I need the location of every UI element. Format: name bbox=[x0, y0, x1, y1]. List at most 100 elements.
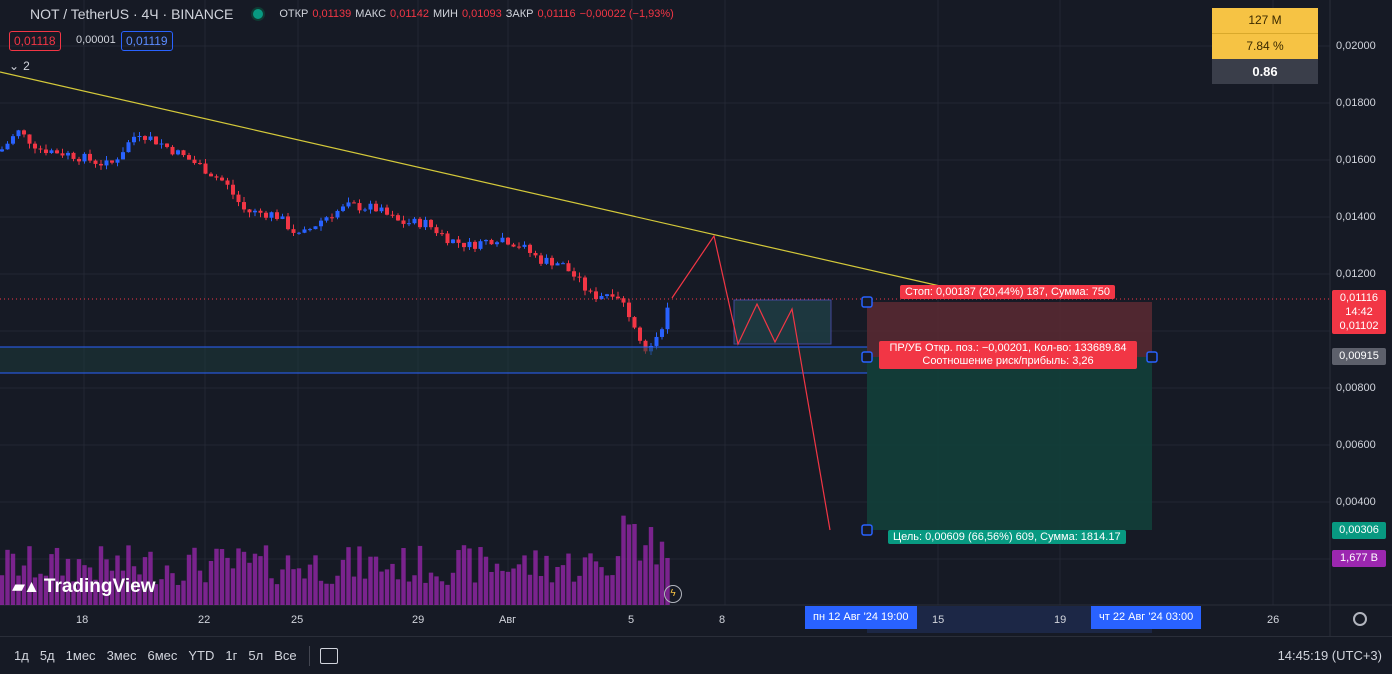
price-axis[interactable]: 0,02000 0,01800 0,01600 0,01400 0,01200 … bbox=[1330, 0, 1392, 605]
volume-bar bbox=[401, 548, 406, 605]
candle-body bbox=[418, 218, 422, 228]
volume-bar bbox=[16, 575, 21, 605]
volume-bar bbox=[65, 558, 71, 605]
volume-bar bbox=[214, 548, 219, 605]
candle-body bbox=[231, 184, 235, 195]
volume-bar bbox=[318, 580, 324, 605]
candle-body bbox=[462, 242, 466, 248]
volume-bar bbox=[236, 548, 241, 605]
candle-body bbox=[49, 150, 54, 154]
time-tick: 26 bbox=[1267, 614, 1280, 626]
volume-bar bbox=[555, 566, 560, 605]
volume-bar bbox=[159, 579, 164, 605]
candle-body bbox=[27, 134, 32, 144]
candle-body bbox=[198, 163, 202, 165]
current-price: 0,01116 bbox=[1339, 292, 1379, 304]
volume-bar bbox=[120, 570, 126, 605]
tf-3m[interactable]: 3мес bbox=[106, 648, 137, 663]
volume-bar bbox=[148, 551, 153, 605]
candle-body bbox=[484, 239, 488, 242]
volume-bar bbox=[527, 574, 533, 605]
price-tick: 0,01800 bbox=[1336, 97, 1376, 109]
ohlc-values: ОТКР 0,01139 МАКС 0,01142 МИН 0,01093 ЗА… bbox=[279, 8, 674, 20]
bottom-toolbar: 1д 5д 1мес 3мес 6мес YTD 1г 5л Все 14:45… bbox=[0, 636, 1392, 674]
volume-bar bbox=[346, 547, 351, 605]
candle-body bbox=[577, 276, 582, 278]
volume-bar bbox=[549, 582, 555, 605]
logo-text: TradingView bbox=[43, 576, 156, 597]
volume-bar bbox=[126, 545, 131, 605]
timeframe-selector: 1д 5д 1мес 3мес 6мес YTD 1г 5л Все bbox=[14, 648, 297, 663]
clock-display[interactable]: 14:45:19 (UTC+3) bbox=[1277, 648, 1382, 663]
volume-bar bbox=[560, 565, 566, 605]
price-tick: 0,01600 bbox=[1336, 154, 1376, 166]
volume-bar bbox=[544, 555, 549, 605]
market-status-icon[interactable] bbox=[251, 7, 266, 21]
candle-body bbox=[478, 241, 483, 249]
volume-bar bbox=[208, 560, 214, 605]
entry-price-tag: 0,00915 bbox=[1332, 348, 1386, 365]
candle-body bbox=[291, 229, 296, 233]
current-price-tag: 0,01116 14:42 0,01102 bbox=[1332, 290, 1386, 334]
candle-body bbox=[627, 302, 631, 318]
candle-body bbox=[126, 142, 131, 153]
volume-bar bbox=[225, 557, 230, 605]
tf-1y[interactable]: 1г bbox=[225, 648, 238, 663]
candle-body bbox=[253, 210, 257, 213]
candle-body bbox=[275, 212, 279, 219]
price-tick: 0,00600 bbox=[1336, 439, 1376, 451]
candle-body bbox=[654, 336, 659, 346]
candle-body bbox=[352, 202, 356, 204]
stats-widget: 127 M 7.84 % 0.86 bbox=[1212, 8, 1318, 84]
candle-body bbox=[346, 202, 351, 207]
stop-label[interactable]: Стоп: 0,00187 (20,44%) 187, Сумма: 750 bbox=[900, 285, 1116, 299]
candle-body bbox=[264, 212, 268, 218]
candle-body bbox=[308, 229, 312, 231]
candle-body bbox=[500, 237, 505, 243]
position-info-label[interactable]: ПР/УБ Откр. поз.: −0,00201, Кол-во: 1336… bbox=[879, 341, 1137, 369]
tf-5y[interactable]: 5л bbox=[248, 648, 264, 663]
candle-body bbox=[269, 212, 274, 218]
time-axis[interactable]: 18 22 25 29 Авг 5 8 15 19 26 пн 12 Авг '… bbox=[0, 606, 1392, 634]
tf-1m[interactable]: 1мес bbox=[65, 648, 96, 663]
buy-price-button[interactable]: 0,01119 bbox=[121, 31, 173, 51]
volume-bar bbox=[643, 545, 648, 605]
tf-6m[interactable]: 6мес bbox=[147, 648, 178, 663]
risk-reward: Соотношение риск/прибыль: 3,26 bbox=[922, 355, 1094, 367]
volume-bar bbox=[307, 564, 313, 605]
candle-body bbox=[165, 143, 169, 147]
volume-bar bbox=[181, 580, 186, 605]
candle-body bbox=[110, 160, 114, 163]
volume-bar bbox=[329, 583, 335, 605]
range-start-tag: пн 12 Авг '24 19:00 bbox=[805, 606, 917, 629]
candle-body bbox=[154, 136, 158, 145]
calendar-icon[interactable] bbox=[319, 647, 338, 664]
sell-price-button[interactable]: 0,01118 bbox=[9, 31, 61, 51]
volume-bar bbox=[384, 569, 390, 605]
candle-body bbox=[539, 255, 543, 264]
candle-body bbox=[159, 143, 164, 145]
target-label[interactable]: Цель: 0,00609 (66,56%) 609, Сумма: 1814.… bbox=[888, 530, 1126, 544]
tv-logo-icon: ▰▲ bbox=[12, 577, 40, 596]
tf-ytd[interactable]: YTD bbox=[188, 648, 215, 663]
candle-body bbox=[555, 263, 560, 266]
symbol-title[interactable]: NOT / TetherUS · 4Ч · BINANCE bbox=[30, 6, 234, 22]
candle-body bbox=[286, 216, 290, 230]
stat-volume: 127 M bbox=[1212, 8, 1318, 33]
candle-body bbox=[605, 294, 609, 296]
candle-body bbox=[390, 214, 395, 216]
tf-all[interactable]: Все bbox=[274, 648, 297, 663]
gear-icon[interactable] bbox=[1353, 612, 1367, 626]
candle-body bbox=[176, 150, 180, 155]
open-label: ОТКР bbox=[279, 8, 309, 20]
volume-bar bbox=[406, 581, 412, 605]
volume-bar bbox=[49, 554, 54, 605]
tf-5d[interactable]: 5д bbox=[39, 648, 55, 663]
tf-1d[interactable]: 1д bbox=[14, 648, 29, 663]
indicators-toggle[interactable]: ⌄ 2 bbox=[9, 59, 30, 73]
lightning-icon[interactable]: ϟ bbox=[664, 585, 682, 603]
candle-body bbox=[544, 257, 549, 264]
candle-body bbox=[214, 176, 219, 178]
volume-bar bbox=[483, 556, 489, 605]
